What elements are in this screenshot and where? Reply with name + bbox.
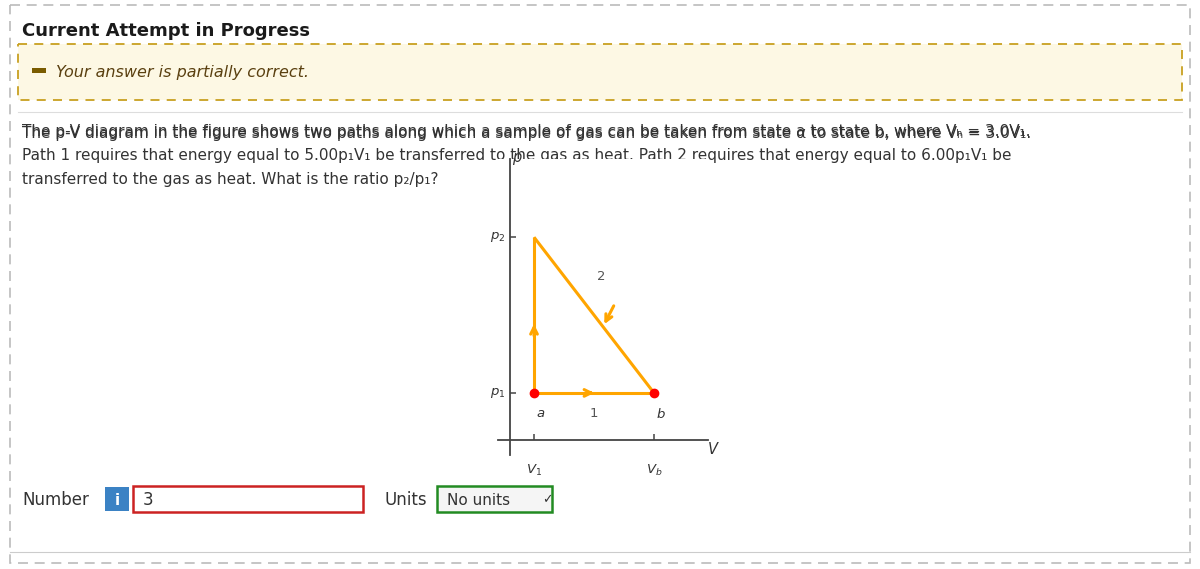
- Text: $V_1$: $V_1$: [526, 463, 542, 478]
- Text: ✓: ✓: [542, 493, 552, 506]
- Text: Path 1 requires that energy equal to 5.00p₁V₁ be transferred to the gas as heat.: Path 1 requires that energy equal to 5.0…: [22, 148, 1012, 163]
- Text: $a$: $a$: [536, 407, 546, 420]
- Bar: [437, 486, 552, 512]
- Text: $p_1$: $p_1$: [490, 386, 505, 400]
- Text: No units: No units: [446, 493, 510, 508]
- Text: $p_2$: $p_2$: [490, 230, 505, 244]
- Text: i: i: [114, 493, 120, 508]
- Text: The p-V diagram in the figure shows two paths along which a sample of gas can be: The p-V diagram in the figure shows two …: [22, 124, 1031, 139]
- Text: 3: 3: [143, 491, 154, 509]
- Text: $V$: $V$: [707, 441, 720, 457]
- Text: Your answer is partially correct.: Your answer is partially correct.: [56, 64, 310, 80]
- Bar: [32, 68, 46, 73]
- Text: 2: 2: [598, 270, 606, 283]
- Text: transferred to the gas as heat. What is the ratio p₂/p₁?: transferred to the gas as heat. What is …: [22, 172, 438, 187]
- Text: Current Attempt in Progress: Current Attempt in Progress: [22, 22, 310, 40]
- Bar: [18, 44, 1182, 100]
- Bar: [106, 487, 130, 511]
- Text: The p-V diagram in the figure shows two paths along which a sample of gas can be: The p-V diagram in the figure shows two …: [22, 126, 1031, 141]
- Text: Number: Number: [22, 491, 89, 509]
- Text: Units: Units: [385, 491, 427, 509]
- Bar: [133, 486, 364, 512]
- Text: $V_b$: $V_b$: [646, 463, 662, 478]
- Text: $p$: $p$: [512, 151, 522, 167]
- Text: $b$: $b$: [656, 407, 666, 421]
- Text: 1: 1: [589, 407, 599, 420]
